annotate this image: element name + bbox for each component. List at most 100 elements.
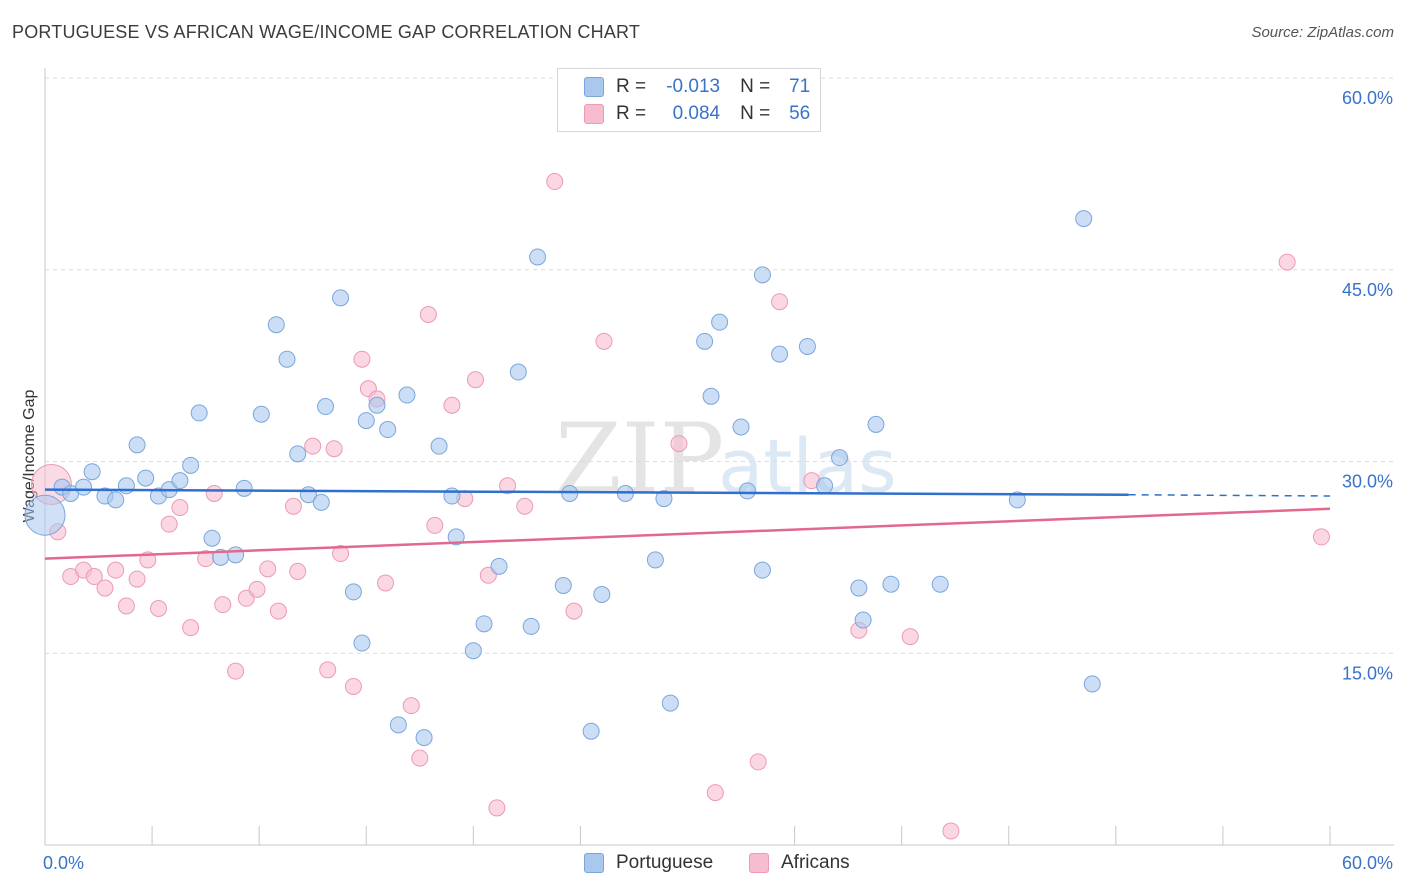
africans-point: [284, 497, 302, 515]
africans-point: [150, 600, 168, 618]
portuguese-point: [137, 469, 155, 487]
portuguese-point: [702, 387, 720, 405]
x-tick-label: 60.0%: [1342, 853, 1393, 873]
portuguese-point: [415, 729, 433, 747]
africans-point: [107, 561, 125, 579]
portuguese-point: [379, 421, 397, 439]
portuguese-point: [867, 415, 885, 433]
africans-swatch: [584, 104, 604, 124]
portuguese-point: [430, 437, 448, 455]
legend-r-label: R =: [616, 76, 647, 97]
portuguese-point: [182, 456, 200, 474]
portuguese-point: [107, 491, 125, 509]
legend-r-value: 0.084: [672, 103, 721, 124]
portuguese-swatch: [584, 853, 604, 873]
portuguese-point: [931, 575, 949, 593]
portuguese-point: [267, 316, 285, 334]
africans-trend-line: [44, 507, 1331, 560]
africans-point: [771, 293, 789, 311]
portuguese-point: [117, 477, 135, 495]
africans-point: [248, 580, 266, 598]
portuguese-point: [522, 617, 540, 635]
africans-point: [332, 545, 350, 563]
y-tick-label: 60.0%: [1342, 88, 1393, 108]
portuguese-point: [447, 528, 465, 546]
portuguese-point: [509, 363, 527, 381]
africans-point: [942, 822, 960, 840]
africans-point: [499, 477, 517, 495]
africans-point: [319, 661, 337, 679]
portuguese-point: [753, 561, 771, 579]
africans-point: [344, 677, 362, 695]
africans-point: [160, 515, 178, 533]
watermark-zip: ZIP: [555, 403, 724, 515]
africans-point: [706, 784, 724, 802]
y-tick-label: 45.0%: [1342, 280, 1393, 300]
africans-point: [426, 516, 444, 534]
africans-point: [565, 602, 583, 620]
portuguese-point: [696, 332, 714, 350]
portuguese-point: [344, 583, 362, 601]
portuguese-point: [582, 722, 600, 740]
africans-point: [214, 596, 232, 614]
africans-point: [128, 570, 146, 588]
portuguese-point: [75, 478, 93, 496]
portuguese-point: [646, 551, 664, 569]
africans-point: [670, 435, 688, 453]
africans-point: [353, 350, 371, 368]
africans-point: [546, 173, 564, 191]
chart-title: PORTUGUESE VS AFRICAN WAGE/INCOME GAP CO…: [12, 22, 641, 42]
portuguese-point: [464, 642, 482, 660]
africans-point: [269, 602, 287, 620]
legend-label-portuguese: Portuguese: [616, 852, 714, 873]
portuguese-point: [798, 337, 816, 355]
portuguese-point: [655, 490, 673, 508]
portuguese-point: [831, 449, 849, 467]
y-tick-label: 15.0%: [1342, 663, 1393, 683]
africans-point: [1312, 528, 1330, 546]
portuguese-trend-line: [44, 488, 1129, 496]
africans-point: [595, 332, 613, 350]
africans-swatch: [749, 853, 769, 873]
portuguese-point: [882, 575, 900, 593]
portuguese-point: [332, 289, 350, 307]
portuguese-point: [732, 418, 750, 436]
portuguese-point: [83, 463, 101, 481]
series-legend: Portuguese Africans: [0, 852, 1406, 876]
africans-point: [443, 396, 461, 414]
portuguese-point: [753, 266, 771, 284]
correlation-legend: R = -0.013 N = 71 R = 0.084 N = 56: [557, 68, 821, 132]
africans-point: [205, 484, 223, 502]
portuguese-point: [711, 313, 729, 331]
africans-point: [304, 437, 322, 455]
legend-r-value: -0.013: [666, 76, 721, 97]
africans-point: [96, 579, 114, 597]
africans-point: [171, 499, 189, 517]
portuguese-point: [278, 350, 296, 368]
africans-point: [227, 662, 245, 680]
portuguese-point: [554, 576, 572, 594]
africans-point: [182, 619, 200, 637]
africans-point: [466, 371, 484, 389]
portuguese-point: [128, 436, 146, 454]
portuguese-point: [1083, 675, 1101, 693]
portuguese-point: [816, 477, 834, 495]
portuguese-point: [475, 615, 493, 633]
portuguese-point: [850, 579, 868, 597]
x-tick-label: 0.0%: [43, 853, 84, 873]
africans-point: [419, 305, 437, 323]
portuguese-point: [357, 412, 375, 430]
portuguese-point: [661, 694, 679, 712]
legend-item-portuguese: Portuguese: [584, 852, 713, 874]
portuguese-point: [1075, 210, 1093, 228]
legend-n-value: 56: [789, 103, 811, 124]
legend-item-africans: Africans: [749, 852, 850, 874]
africans-point: [259, 560, 277, 578]
africans-point: [749, 753, 767, 771]
legend-r-label: R =: [616, 103, 647, 124]
portuguese-point: [389, 716, 407, 734]
portuguese-point: [24, 494, 66, 536]
portuguese-point: [529, 248, 547, 266]
legend-label-africans: Africans: [781, 852, 850, 873]
portuguese-point: [398, 386, 416, 404]
